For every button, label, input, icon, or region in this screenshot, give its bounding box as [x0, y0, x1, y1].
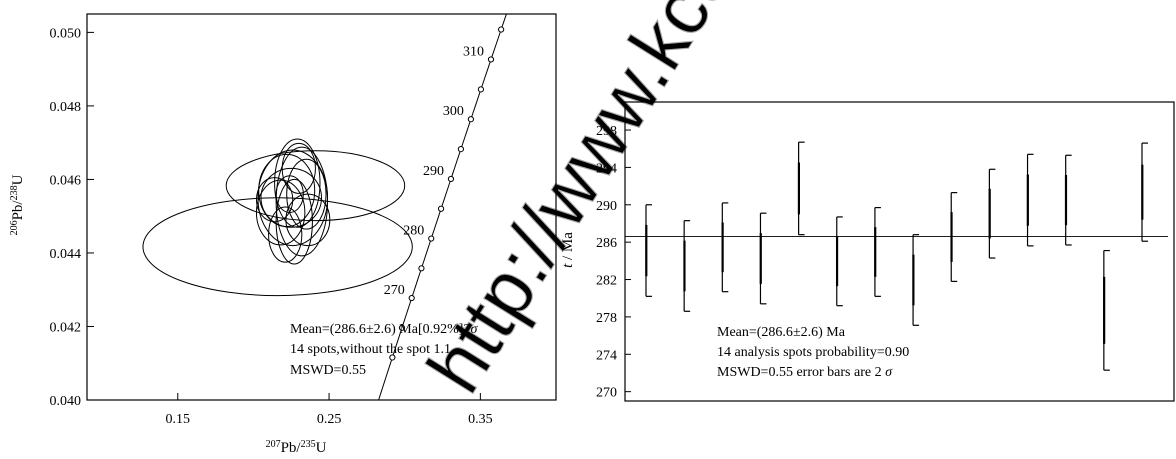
concordia-age-marker [457, 145, 464, 153]
concordia-annotation-mean: Mean=(286.6±2.6) Ma[0.92%]2σ [290, 322, 478, 337]
error-ellipses [142, 138, 413, 297]
concordia-age-marker [418, 265, 425, 272]
concordia-y-axis: 0.040 0.042 0.044 0.046 0.048 0.050 [50, 26, 94, 409]
weighted-mean-y-tick-label: 282 [596, 274, 617, 289]
concordia-age-label: 290 [423, 164, 444, 179]
concordia-age-marker [477, 86, 485, 93]
error-ellipse [286, 158, 327, 230]
concordia-age-labels: 270 280 290 300 310 [384, 44, 484, 298]
weighted-mean-y-tick-label: 290 [596, 199, 617, 214]
concordia-age-label: 280 [403, 224, 424, 239]
weighted-mean-y-tick-label: 270 [596, 386, 617, 401]
error-ellipse [275, 175, 304, 214]
error-ellipse [274, 138, 321, 228]
error-bar [759, 212, 767, 305]
concordia-annotation-mswd: MSWD=0.55 [290, 363, 366, 378]
weighted-mean-annotation-spots: 14 analysis spots probability=0.90 [717, 345, 909, 360]
error-bars [645, 141, 1148, 371]
error-bar [683, 220, 691, 312]
weighted-mean-y-tick-label: 286 [596, 236, 617, 251]
concordia-annotation-spots: 14 spots,without the spot 1.1 [290, 342, 451, 357]
concordia-y-label: 206Pb/238U [9, 174, 26, 235]
concordia-age-marker [428, 235, 435, 242]
concordia-age-marker [389, 354, 396, 361]
concordia-age-marker [498, 26, 505, 33]
weighted-mean-annotation-mswd: MSWD=0.55 error bars are 2 σ [717, 365, 893, 380]
weighted-mean-plot-frame [624, 101, 1175, 402]
error-bar [1103, 249, 1110, 371]
error-bar [1064, 154, 1072, 246]
error-bar [874, 206, 881, 297]
weighted-mean-y-axis: 270 274 278 282 286 290 294 298 [596, 124, 631, 401]
weighted-mean-annotation-mean: Mean=(286.6±2.6) Ma [717, 325, 846, 340]
concordia-x-tick-label: 0.15 [166, 412, 191, 427]
error-bar [988, 168, 996, 259]
concordia-age-marker [447, 175, 455, 183]
weighted-mean-y-label: t / Ma [560, 232, 576, 268]
concordia-age-label: 300 [443, 104, 464, 119]
concordia-y-tick-label: 0.046 [50, 173, 82, 188]
error-ellipse [142, 197, 413, 297]
concordia-x-label: 207Pb/235U [266, 439, 327, 456]
concordia-x-tick-label: 0.35 [468, 412, 493, 427]
concordia-y-tick-label: 0.050 [50, 26, 82, 41]
concordia-age-markers [389, 26, 505, 361]
error-bar [835, 216, 843, 307]
concordia-age-marker [487, 56, 495, 63]
weighted-mean-y-tick-label: 294 [596, 161, 617, 176]
error-bar [912, 234, 920, 326]
error-bar [1141, 142, 1148, 242]
concordia-age-label: 310 [463, 44, 484, 59]
error-ellipse [285, 193, 331, 247]
error-ellipse [225, 150, 406, 222]
error-ellipse [260, 167, 323, 228]
concordia-age-marker [398, 324, 406, 331]
concordia-age-label: 270 [384, 283, 405, 298]
concordia-plot-frame [86, 13, 557, 401]
error-bar [950, 192, 958, 282]
error-ellipse [281, 142, 316, 194]
weighted-mean-chart: 270 274 278 282 286 290 294 298 Mean=(286.6±2.6… [560, 101, 1175, 402]
concordia-y-tick-label: 0.042 [50, 320, 82, 335]
concordia-y-tick-label: 0.040 [50, 394, 82, 409]
error-ellipse [268, 206, 303, 263]
weighted-mean-y-tick-label: 274 [596, 348, 617, 363]
error-bar [797, 141, 805, 236]
concordia-y-tick-label: 0.048 [50, 100, 82, 115]
weighted-mean-y-tick-label: 298 [596, 124, 617, 139]
concordia-x-axis: 0.15 0.25 0.35 [166, 393, 493, 427]
error-bar [721, 202, 729, 293]
concordia-age-marker [467, 116, 474, 123]
concordia-age-marker [437, 205, 445, 212]
concordia-age-marker [408, 294, 415, 302]
concordia-x-tick-label: 0.25 [317, 412, 342, 427]
concordia-y-tick-label: 0.044 [50, 247, 82, 262]
error-bar [1026, 153, 1034, 247]
weighted-mean-y-tick-label: 278 [596, 311, 617, 326]
error-bar [645, 204, 652, 297]
